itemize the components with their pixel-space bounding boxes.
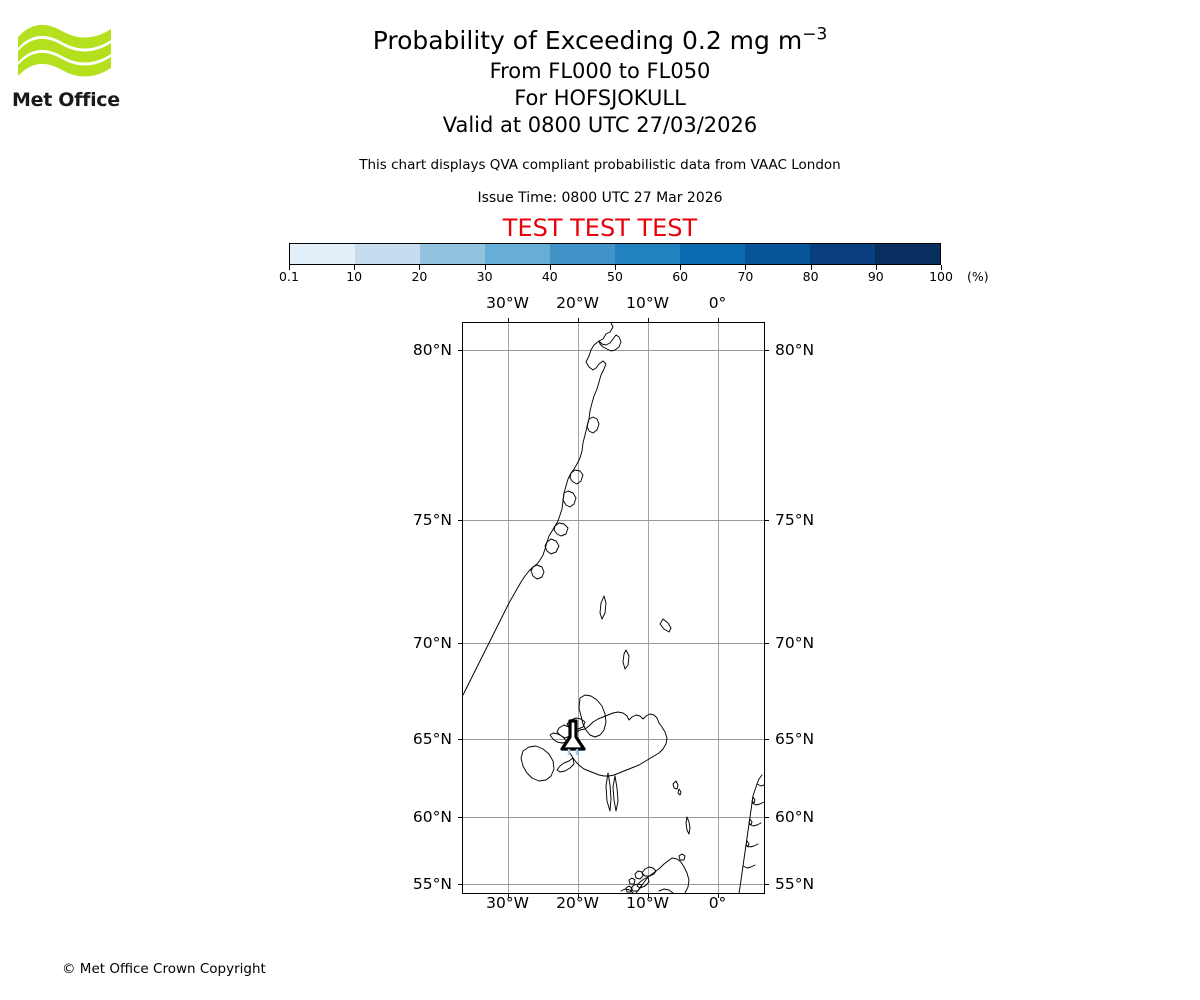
test-banner: TEST TEST TEST <box>502 214 698 242</box>
colorbar-tick-20 <box>419 265 421 270</box>
lon-tick-bottom-3 <box>717 894 719 898</box>
lat-tick-right-5 <box>765 883 769 885</box>
colorbar-tick-label-60: 60 <box>672 269 689 284</box>
page-title-exponent: −3 <box>802 24 828 45</box>
lat-label-left-5: 55°N <box>412 874 452 893</box>
colorbar-segment-8 <box>810 244 875 264</box>
colorbar-tick-10 <box>354 265 356 270</box>
colorbar-tick-label-90: 90 <box>867 269 884 284</box>
probability-colorbar <box>289 243 941 265</box>
coastlines <box>463 323 764 893</box>
colorbar-gradient <box>289 243 941 265</box>
colorbar-segment-3 <box>485 244 550 264</box>
lat-tick-left-2 <box>458 642 462 644</box>
colorbar-tick-label-10: 10 <box>346 269 363 284</box>
colorbar-segment-0 <box>290 244 355 264</box>
lat-label-right-5: 55°N <box>775 874 815 893</box>
colorbar-segment-7 <box>745 244 810 264</box>
lon-tick-top-0 <box>507 318 509 322</box>
lon-label-bottom-0: 30°W <box>486 894 529 912</box>
lon-tick-bottom-2 <box>647 894 649 898</box>
lat-label-left-3: 65°N <box>412 729 452 748</box>
lon-label-top-3: 0° <box>708 294 727 312</box>
colorbar-tick-80 <box>810 265 812 270</box>
lat-label-left-0: 80°N <box>412 340 452 359</box>
colorbar-tick-label-80: 80 <box>802 269 819 284</box>
colorbar-tick-label-100: 100 <box>929 269 953 284</box>
colorbar-segment-5 <box>615 244 680 264</box>
colorbar-tick-label-70: 70 <box>737 269 754 284</box>
colorbar-segment-4 <box>550 244 615 264</box>
colorbar-tick-axis: 0.1 10 20 30 40 50 60 70 80 90 100 <box>279 265 953 285</box>
colorbar-tick-100 <box>941 265 942 270</box>
lat-label-right-2: 70°N <box>775 633 815 652</box>
chart-caption: This chart displays QVA compliant probab… <box>359 157 841 173</box>
lat-tick-left-3 <box>458 738 462 740</box>
colorbar-tick-label-30: 30 <box>476 269 493 284</box>
lon-tick-top-2 <box>647 318 649 322</box>
colorbar-tick-40 <box>549 265 551 270</box>
colorbar-tick-label-20: 20 <box>411 269 428 284</box>
map-plot-area[interactable] <box>462 322 765 894</box>
met-office-wave-icon <box>18 24 111 77</box>
lon-tick-top-3 <box>717 318 719 322</box>
colorbar-segment-1 <box>355 244 420 264</box>
colorbar-segment-2 <box>420 244 485 264</box>
copyright-notice: © Met Office Crown Copyright <box>62 961 266 977</box>
lon-label-top-2: 10°W <box>626 294 669 312</box>
hofsjokull-volcano-marker <box>560 719 586 755</box>
colorbar-tick-label-0.1: 0.1 <box>279 269 299 284</box>
lat-label-left-2: 70°N <box>412 633 452 652</box>
lon-label-bottom-1: 20°W <box>556 894 599 912</box>
lat-label-right-1: 75°N <box>775 510 815 529</box>
colorbar-tick-50 <box>615 265 616 270</box>
colorbar-units-label: (%) <box>967 269 989 284</box>
lat-tick-left-4 <box>458 816 462 818</box>
colorbar-tick-label-40: 40 <box>541 269 558 284</box>
lat-label-right-0: 80°N <box>775 340 815 359</box>
colorbar-segment-9 <box>875 244 940 264</box>
lon-label-bottom-2: 10°W <box>626 894 669 912</box>
page-title-text: Probability of Exceeding 0.2 mg m <box>372 26 803 55</box>
lon-tick-top-1 <box>577 318 579 322</box>
lat-tick-left-0 <box>458 349 462 351</box>
chart-title-block: Probability of Exceeding 0.2 mg m−3 From… <box>0 24 1200 139</box>
lat-tick-left-1 <box>458 519 462 521</box>
page-title: Probability of Exceeding 0.2 mg m−3 <box>0 24 1200 58</box>
lat-label-left-4: 60°N <box>412 807 452 826</box>
lon-tick-bottom-0 <box>507 894 509 898</box>
title-volcano-name: For HOFSJOKULL <box>514 86 686 110</box>
colorbar-tick-label-50: 50 <box>607 269 623 284</box>
lat-label-right-4: 60°N <box>775 807 815 826</box>
map-graticule <box>463 323 764 893</box>
colorbar-segment-6 <box>680 244 745 264</box>
colorbar-tick-70 <box>745 265 747 270</box>
lat-tick-right-2 <box>765 642 769 644</box>
met-office-logo: Met Office <box>12 20 122 115</box>
colorbar-tick-90 <box>875 265 877 270</box>
lat-tick-left-5 <box>458 883 462 885</box>
title-valid-time: Valid at 0800 UTC 27/03/2026 <box>442 113 758 137</box>
colorbar-tick-60 <box>680 265 682 270</box>
map-canvas <box>463 323 764 893</box>
lon-label-top-0: 30°W <box>486 294 529 312</box>
lat-label-right-3: 65°N <box>775 729 815 748</box>
lat-label-left-1: 75°N <box>412 510 452 529</box>
issue-time-label: Issue Time: 0800 UTC 27 Mar 2026 <box>477 190 723 206</box>
colorbar-tick-30 <box>484 265 486 270</box>
lon-label-bottom-3: 0° <box>708 894 727 912</box>
title-flight-levels: From FL000 to FL050 <box>489 59 711 83</box>
lon-tick-bottom-1 <box>577 894 579 898</box>
colorbar-tick-0.1 <box>289 265 290 270</box>
met-office-logo-text: Met Office <box>12 89 120 111</box>
lat-tick-right-3 <box>765 738 769 740</box>
lat-tick-right-0 <box>765 349 769 351</box>
lat-tick-right-1 <box>765 519 769 521</box>
lon-label-top-1: 20°W <box>556 294 599 312</box>
lat-tick-right-4 <box>765 816 769 818</box>
